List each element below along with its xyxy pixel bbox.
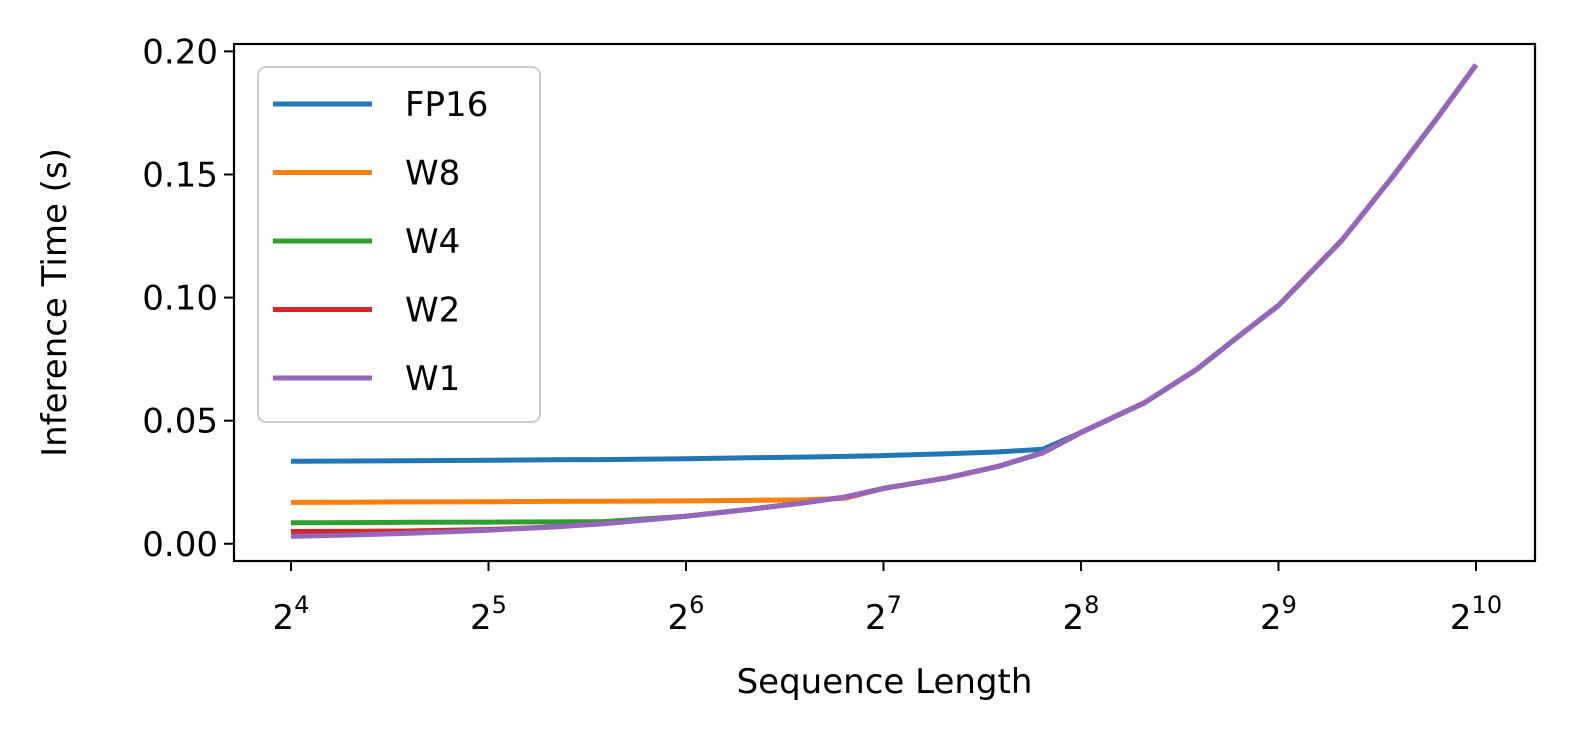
x-axis: 24 25 26 27 28 29 210 (273, 561, 1502, 638)
x-tick-label: 27 (865, 591, 902, 638)
legend-label: W2 (405, 291, 460, 331)
series-layer (290, 63, 1479, 539)
y-tick-label: 0.05 (142, 402, 218, 442)
legend-label: FP16 (405, 85, 488, 125)
series-line-w1 (290, 63, 1479, 539)
x-tick-label: 24 (273, 591, 310, 638)
x-axis-label: Sequence Length (737, 662, 1033, 702)
y-tick-label: 0.10 (142, 279, 218, 319)
legend-label: W4 (405, 222, 460, 262)
y-axis: 0.00 0.05 0.10 0.15 0.20 (142, 32, 234, 565)
x-tick-label: 25 (470, 591, 507, 638)
y-tick-label: 0.15 (142, 155, 218, 195)
legend-label: W8 (405, 154, 460, 194)
y-tick-label: 0.20 (142, 32, 218, 72)
y-tick-label: 0.00 (142, 525, 218, 565)
legend-label: W1 (405, 359, 460, 399)
x-tick-label: 210 (1450, 591, 1502, 638)
y-axis-label: Inference Time (s) (35, 148, 75, 457)
x-tick-label: 29 (1260, 591, 1297, 638)
legend: FP16 W8 W4 W2 W1 (257, 66, 541, 423)
x-tick-label: 26 (668, 591, 705, 638)
x-tick-label: 28 (1063, 591, 1100, 638)
legend-box (257, 66, 541, 423)
